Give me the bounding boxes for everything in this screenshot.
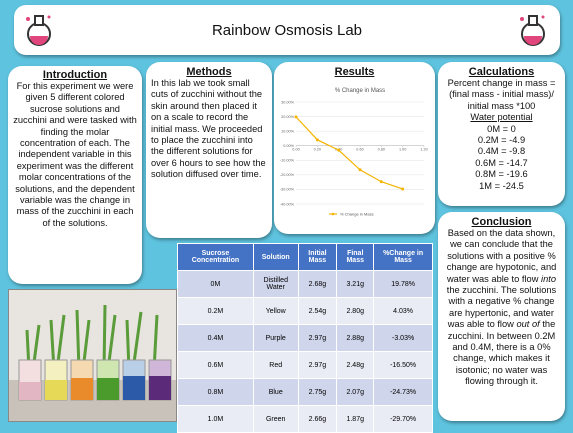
header: Rainbow Osmosis Lab — [14, 5, 560, 55]
cell: 2.66g — [297, 405, 338, 433]
cell: 3.21g — [336, 270, 375, 298]
photo — [8, 289, 177, 422]
legend-label: % Change in Mass — [340, 211, 374, 216]
calc-line: 0.4M = -9.8 — [477, 146, 526, 157]
column-header: Solution — [252, 243, 299, 271]
y-tick-label: 20.00% — [281, 115, 295, 119]
flask-icon — [520, 15, 545, 46]
cell: 0.8M — [177, 378, 254, 406]
calc-line: 0.2M = -4.9 — [477, 135, 526, 146]
conclusion: Conclusion Based on the data shown, we c… — [438, 212, 565, 421]
x-tick-label: 0.80 — [378, 148, 385, 152]
text-part: the zucchini. The solutions with a negat… — [446, 285, 557, 330]
cell: 2.48g — [336, 351, 375, 379]
cell: Distilled Water — [252, 270, 299, 298]
cell: Purple — [252, 324, 299, 352]
cell: Blue — [252, 378, 299, 406]
calculations: Calculations Percent change in mass = (f… — [438, 62, 565, 206]
cell: 2.80g — [336, 297, 375, 325]
cell: -16.50% — [373, 351, 433, 379]
column-header: Initial Mass — [297, 243, 338, 271]
data-line — [295, 116, 403, 190]
lines: 0M = 0 0.2M = -4.9 0.4M = -9.8 0.6M = -14.7… — [442, 124, 561, 192]
text-part: into — [541, 273, 557, 284]
introduction: Introduction For this experiment we were… — [8, 66, 142, 284]
data-point — [358, 168, 362, 172]
cell: 2.97g — [297, 324, 338, 352]
heading: Results — [334, 66, 375, 78]
y-tick-label: -20.00% — [280, 173, 295, 177]
cell: -24.73% — [373, 378, 433, 406]
cell: Green — [252, 405, 299, 433]
cell: 2.88g — [336, 324, 375, 352]
data-point — [379, 180, 383, 184]
calc-line: 1M = -24.5 — [479, 180, 524, 191]
y-tick-label: -30.00% — [280, 188, 295, 192]
data-point — [337, 148, 341, 152]
cell: 4.03% — [373, 297, 433, 325]
heading: Methods — [186, 66, 232, 78]
title: Rainbow Osmosis Lab — [211, 22, 363, 39]
subheading: Water potential — [470, 112, 533, 123]
data-point — [315, 138, 319, 142]
x-tick-label: 1.00 — [399, 148, 406, 152]
x-tick-label: 1.20 — [420, 148, 427, 152]
y-tick-label: 30.00% — [281, 100, 295, 104]
x-tick-label: 0.00 — [292, 148, 299, 152]
cell: 2.75g — [297, 378, 338, 406]
chart-title: % Change in Mass — [335, 88, 385, 94]
data-point — [294, 115, 298, 119]
legend-swatch — [331, 212, 335, 216]
y-tick-label: -10.00% — [280, 159, 295, 163]
cell: -29.70% — [373, 405, 433, 433]
cell: 2.07g — [336, 378, 375, 406]
cell: -3.03% — [373, 324, 433, 352]
calc-line: 0.8M = -19.6 — [475, 169, 528, 180]
text-part: Based on the data shown, we can conclude… — [446, 228, 557, 284]
calc-line: 0.6M = -14.7 — [475, 157, 528, 168]
cell: Red — [252, 351, 299, 379]
cell: 2.97g — [297, 351, 338, 379]
heading: Calculations — [468, 66, 535, 78]
x-tick-label: 0.20 — [314, 148, 321, 152]
cell: 0M — [177, 270, 254, 298]
formula: Percent change in mass = (final mass - i… — [447, 78, 556, 111]
cell: 2.54g — [297, 297, 338, 325]
flask-icon — [26, 15, 51, 46]
y-tick-label: 0.00% — [283, 144, 294, 148]
y-tick-label: -40.00% — [280, 202, 295, 206]
text: In this lab we took small cuts of zucchi… — [151, 78, 266, 180]
chart: % Change in Mass 30.00% 20.00% 10.00% 0.00% -… — [280, 88, 428, 216]
results: Results — [274, 62, 435, 234]
cell: Yellow — [252, 297, 299, 325]
cell: 1.0M — [177, 405, 254, 433]
text: Based on the data shown, we can conclude… — [442, 228, 561, 388]
heading: Introduction — [42, 69, 108, 81]
cell: 1.87g — [336, 405, 375, 433]
column-header: Final Mass — [336, 243, 375, 271]
cell: 0.2M — [177, 297, 254, 325]
y-tick-label: 10.00% — [281, 129, 295, 133]
methods: Methods In this lab we took small cuts o… — [146, 62, 272, 238]
column-header: Sucrose Concentration — [177, 243, 254, 271]
cell: 2.68g — [297, 270, 338, 298]
cell: 0.4M — [177, 324, 254, 352]
column-header: %Change in Mass — [373, 243, 433, 271]
data-point — [401, 187, 405, 191]
text: For this experiment we were given 5 diff… — [13, 81, 137, 228]
data-table: Sucrose Concentration Solution Initial Mas… — [177, 243, 433, 433]
heading: Conclusion — [471, 216, 532, 228]
cell: 0.6M — [177, 351, 254, 379]
cell: 19.78% — [373, 270, 433, 298]
x-tick-label: 0.60 — [356, 148, 363, 152]
text-part: out of — [516, 319, 540, 330]
calc-line: 0M = 0 — [487, 123, 516, 134]
text-part: the zucchini. In between 0.2M and 0.4M, … — [447, 319, 556, 387]
